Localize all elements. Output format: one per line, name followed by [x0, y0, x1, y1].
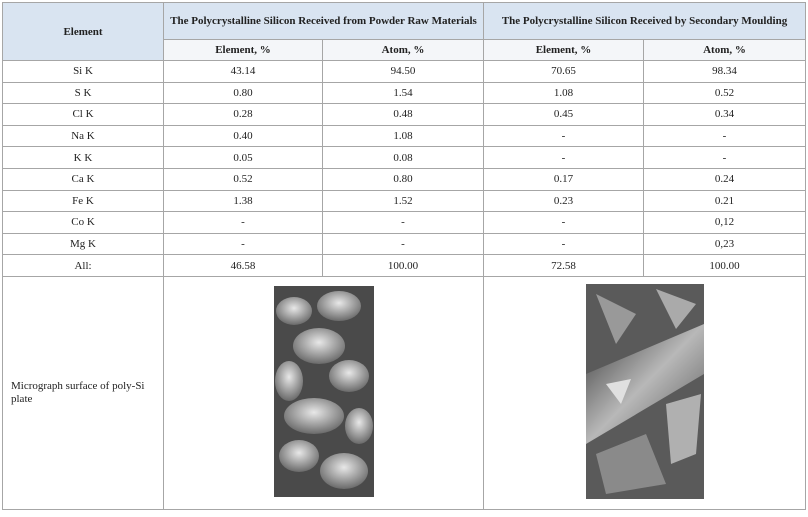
row-label: All: — [2, 254, 164, 277]
subheader-cell: Element, % — [163, 39, 323, 61]
value-cell: 100.00 — [322, 254, 484, 277]
composition-table: Element The Polycrystalline Silicon Rece… — [2, 2, 807, 510]
row-label: Fe K — [2, 189, 164, 213]
row-label: Mg K — [2, 232, 164, 256]
header-cell: The Polycrystalline Silicon Received by … — [482, 2, 807, 40]
row-label: S K — [2, 81, 164, 105]
value-cell: 0.52 — [163, 167, 323, 191]
value-cell: 1.52 — [322, 189, 484, 213]
value-cell: 46.58 — [163, 254, 323, 277]
table-row: All: 46.58 100.00 72.58 100.00 — [2, 254, 807, 277]
header-cell: Element — [2, 2, 164, 61]
table-row: Fe K 1.38 1.52 0.23 0.21 — [2, 189, 807, 213]
table-row: K K 0.05 0.08- - — [2, 146, 807, 169]
value-cell: 0.05 — [163, 146, 323, 169]
row-label: K K — [2, 146, 164, 169]
row-label: Na K — [2, 124, 164, 148]
table-row: Si K 43.14 94.50 70.65 98.34 — [2, 60, 807, 83]
row-label: Si K — [2, 60, 164, 83]
value-cell: 72.58 — [483, 254, 644, 277]
row-label: Cl K — [2, 103, 164, 126]
value-cell: 1.54 — [322, 81, 484, 105]
value-cell: 0.80 — [322, 167, 484, 191]
row-label: Micrograph surface of poly-Si plate — [2, 275, 164, 510]
value-cell: 100.00 — [642, 254, 807, 277]
value-cell: - — [483, 232, 644, 256]
value-cell: 94.50 — [322, 60, 484, 83]
value-cell: 0.45 — [483, 103, 644, 126]
value-cell: - — [483, 124, 644, 148]
table-row: Cl K 0.28 0.48 0.45 0.34 — [2, 103, 807, 126]
value-cell: 0,23 — [642, 232, 807, 256]
value-cell: 0.28 — [163, 103, 323, 126]
value-cell: - — [163, 232, 323, 256]
value-cell: 1.08 — [322, 124, 484, 148]
micrograph-image — [585, 283, 704, 499]
table-row: Ca K 0.52 0.80 0.17 0.24 — [2, 167, 807, 191]
value-cell: 70.65 — [483, 60, 644, 83]
value-cell: 43.14 — [163, 60, 323, 83]
value-cell: 0,12 — [642, 211, 807, 234]
value-cell: 0.08 — [322, 146, 484, 169]
micrograph-section: Micrograph surface of poly-Si plate — [2, 275, 807, 510]
row-label: Co K — [2, 211, 164, 234]
value-cell: 0.40 — [163, 124, 323, 148]
value-cell: - — [483, 146, 644, 169]
table-body: Si K 43.14 94.50 70.65 98.34 S K 0.80 1.54 1.08 0… — [2, 60, 807, 277]
value-cell: - — [322, 211, 484, 234]
value-cell: 1.38 — [163, 189, 323, 213]
value-cell: 0.80 — [163, 81, 323, 105]
row-label: Ca K — [2, 167, 164, 191]
value-cell: 0.21 — [642, 189, 807, 213]
micrograph-cell — [482, 275, 807, 510]
value-cell: - — [483, 211, 644, 234]
table-row: S K 0.80 1.54 1.08 0.52 — [2, 81, 807, 105]
table-row: Co K - - -0,12 — [2, 211, 807, 234]
value-cell: - — [322, 232, 484, 256]
value-cell: 98.34 — [642, 60, 807, 83]
value-cell: 0.24 — [642, 167, 807, 191]
value-cell: - — [642, 124, 807, 148]
value-cell: 0.17 — [483, 167, 644, 191]
table-row: Mg K - - -0,23 — [2, 232, 807, 256]
table-row: Na K 0.40 1.08- - — [2, 124, 807, 148]
value-cell: 0.34 — [642, 103, 807, 126]
value-cell: 0.52 — [642, 81, 807, 105]
subheader-cell: Element, % — [483, 39, 644, 61]
header-cell: The Polycrystalline Silicon Received fro… — [163, 2, 484, 40]
subheader-cell: Atom, % — [322, 39, 484, 61]
value-cell: - — [163, 211, 323, 234]
subheader-cell: Atom, % — [642, 39, 807, 61]
micrograph-image — [273, 285, 374, 497]
value-cell: 0.23 — [483, 189, 644, 213]
value-cell: - — [642, 146, 807, 169]
value-cell: 0.48 — [322, 103, 484, 126]
micrograph-cell — [163, 275, 484, 510]
value-cell: 1.08 — [483, 81, 644, 105]
